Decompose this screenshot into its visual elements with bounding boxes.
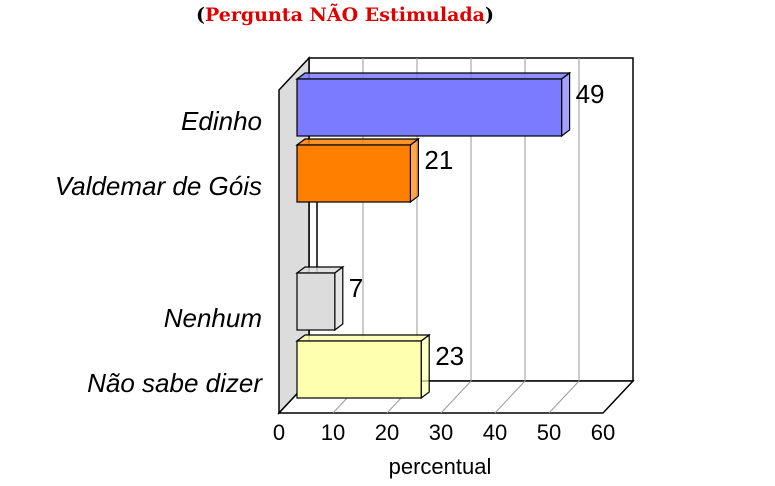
x-tick-labels: 0 10 20 30 40 50 60 xyxy=(273,420,615,445)
bar-top xyxy=(295,72,572,80)
x-tick-label: 40 xyxy=(483,420,507,445)
category-label: Não sabe dizer xyxy=(87,368,263,398)
category-label: Valdemar de Góis xyxy=(55,171,262,201)
bar-side xyxy=(409,137,419,204)
value-label: 49 xyxy=(576,79,605,109)
x-tick-label: 10 xyxy=(321,420,345,445)
value-label: 7 xyxy=(349,273,363,303)
floor-gridline xyxy=(440,380,472,414)
bar-side xyxy=(420,333,430,400)
bar xyxy=(296,272,336,331)
x-tick-label: 50 xyxy=(537,420,561,445)
category-labels: Edinho Valdemar de Góis Nenhum Não sabe diz… xyxy=(55,106,263,398)
bars: 49 21 7 23 xyxy=(295,71,605,400)
value-label: 23 xyxy=(435,341,464,371)
x-tick-label: 0 xyxy=(273,420,285,445)
bar xyxy=(296,144,412,203)
chart-title: (Pergunta NÃO Estimulada) xyxy=(0,4,690,26)
bar-3: 23 xyxy=(295,333,464,400)
bar-top xyxy=(295,138,421,146)
floor-gridline xyxy=(494,380,526,414)
bar xyxy=(296,340,422,399)
bar-side xyxy=(560,71,571,138)
category-label: Nenhum xyxy=(164,303,262,333)
title-open-paren: ( xyxy=(196,4,205,26)
bar-2: 7 xyxy=(295,265,363,332)
title-text: Pergunta NÃO Estimulada xyxy=(205,4,485,26)
floor-gridline xyxy=(548,380,580,414)
bar xyxy=(296,78,563,137)
value-label: 21 xyxy=(424,145,453,175)
bar-side xyxy=(334,265,344,332)
x-tick-label: 60 xyxy=(591,420,615,445)
bar-0: 49 xyxy=(295,71,605,138)
x-tick-label: 30 xyxy=(429,420,453,445)
bar-1: 21 xyxy=(295,137,453,204)
category-label: Edinho xyxy=(181,106,262,136)
bar-top xyxy=(295,334,432,342)
x-tick-label: 20 xyxy=(375,420,399,445)
title-close-paren: ) xyxy=(484,4,494,26)
x-axis-title: percentual xyxy=(389,454,492,479)
